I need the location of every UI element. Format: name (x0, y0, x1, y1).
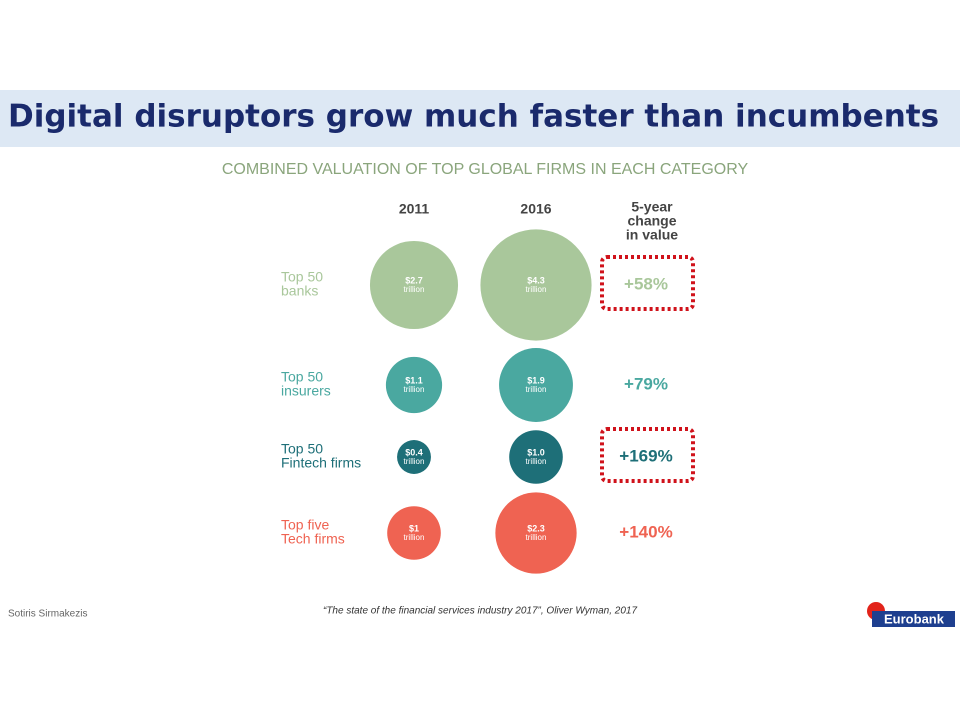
change-value: +58% (624, 274, 668, 293)
bubble-value: $1.9 (527, 375, 545, 385)
bubble-unit: trillion (526, 533, 547, 542)
bubble (480, 229, 592, 341)
bubble-unit: trillion (404, 533, 425, 542)
logo-box (872, 611, 955, 627)
bubble (509, 430, 563, 484)
row-label: Top five (281, 517, 329, 533)
bubble-unit: trillion (404, 285, 425, 294)
bubble-value: $0.4 (405, 447, 423, 457)
bubble-unit: trillion (526, 457, 547, 466)
bubble-value: $2.3 (527, 523, 545, 533)
row-label: Tech firms (281, 531, 345, 547)
logo: Eurobank (867, 602, 955, 627)
bubble-unit: trillion (404, 385, 425, 394)
chart-subtitle: COMBINED VALUATION OF TOP GLOBAL FIRMS I… (222, 161, 749, 178)
change-header: 5-year (631, 199, 673, 215)
bubble (369, 240, 459, 330)
bubble-value: $1.0 (527, 447, 545, 457)
bubble-value: $4.3 (527, 275, 545, 285)
logo-text: Eurobank (884, 611, 945, 626)
change-header: change (627, 213, 676, 229)
row-label: Top 50 (281, 269, 323, 285)
change-value: +140% (619, 522, 672, 541)
row-label: insurers (281, 383, 331, 399)
row-label: banks (281, 283, 318, 299)
column-header: 2016 (520, 201, 551, 217)
bubble (499, 348, 573, 422)
source: “The state of the financial services ind… (323, 606, 637, 617)
change-value: +79% (624, 374, 668, 393)
row-label: Fintech firms (281, 455, 361, 471)
change-value: +169% (619, 446, 672, 465)
bubble (387, 506, 441, 560)
column-header: 2011 (399, 201, 430, 217)
highlight-box (600, 427, 695, 483)
bubble (495, 492, 577, 574)
bubble-value: $2.7 (405, 275, 423, 285)
bubble-unit: trillion (404, 457, 425, 466)
author: Sotiris Sirmakezis (8, 609, 87, 620)
bubble (385, 356, 443, 414)
bubble-unit: trillion (526, 285, 547, 294)
bubble-value: $1 (409, 523, 419, 533)
bubble (397, 440, 431, 474)
bubble-value: $1.1 (405, 375, 423, 385)
bubble-unit: trillion (526, 385, 547, 394)
row-label: Top 50 (281, 441, 323, 457)
highlight-box (600, 255, 695, 311)
change-header: in value (626, 227, 678, 243)
title-band (0, 90, 960, 147)
row-label: Top 50 (281, 369, 323, 385)
slide-title: Digital disruptors grow much faster than… (8, 99, 939, 135)
